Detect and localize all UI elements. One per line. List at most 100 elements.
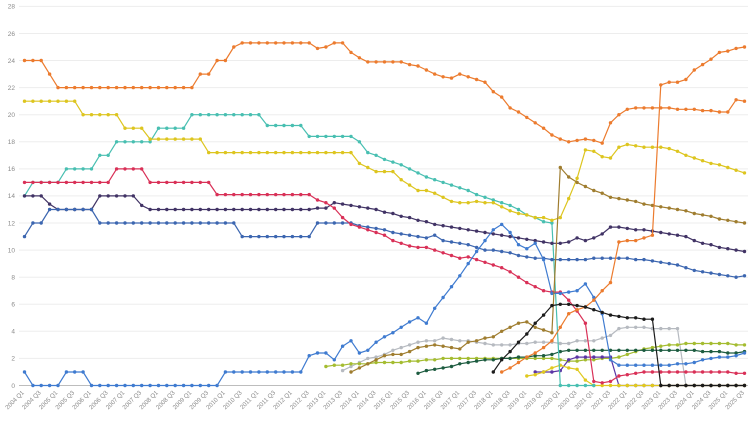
data-point-marker (592, 348, 596, 352)
data-point-marker (592, 149, 596, 153)
data-point-marker (642, 317, 646, 321)
data-point-marker (257, 150, 261, 155)
data-point-marker (583, 321, 588, 325)
data-point-marker (106, 113, 110, 117)
data-point-marker (684, 107, 688, 112)
data-point-marker (181, 85, 186, 90)
data-point-marker (441, 195, 445, 199)
data-point-marker (742, 99, 747, 103)
data-point-marker (625, 316, 629, 320)
data-point-marker (207, 150, 211, 155)
data-point-marker (207, 72, 211, 76)
data-point-marker (575, 138, 579, 143)
data-point-marker (391, 169, 395, 174)
data-point-marker (424, 245, 429, 250)
data-point-marker (357, 56, 362, 60)
data-point-marker (290, 234, 295, 239)
data-point-marker (366, 362, 370, 366)
data-point-marker (232, 45, 236, 49)
data-point-marker (608, 195, 613, 199)
data-point-marker (709, 370, 713, 374)
data-point-marker (717, 341, 722, 346)
data-point-marker (533, 373, 537, 377)
data-point-marker (508, 203, 512, 208)
data-point-marker (382, 228, 387, 232)
data-point-marker (700, 213, 705, 217)
data-point-marker (223, 113, 228, 117)
y-tick-label: 4 (11, 329, 15, 336)
data-point-marker (324, 206, 328, 210)
data-point-marker (466, 360, 470, 365)
data-point-marker (726, 247, 730, 251)
data-point-marker (567, 302, 571, 306)
data-point-marker (634, 238, 638, 243)
data-point-marker (525, 280, 529, 285)
data-point-marker (332, 358, 336, 362)
data-point-marker (600, 155, 604, 159)
data-point-marker (592, 355, 596, 359)
data-point-marker (675, 348, 680, 352)
data-point-marker (39, 221, 43, 225)
data-point-marker (332, 201, 336, 205)
data-point-marker (407, 183, 412, 187)
data-point-marker (407, 320, 412, 324)
data-point-marker (47, 72, 52, 76)
data-point-marker (659, 205, 663, 209)
data-point-marker (625, 238, 629, 243)
data-point-marker (433, 191, 437, 195)
data-point-marker (240, 234, 244, 239)
data-point-marker (541, 313, 546, 317)
data-point-marker (332, 363, 336, 367)
data-point-marker (583, 148, 588, 152)
data-point-marker (324, 364, 328, 369)
data-point-marker (332, 150, 336, 155)
data-point-marker (575, 257, 579, 262)
data-point-marker (340, 363, 345, 367)
data-point-marker (399, 345, 403, 350)
data-point-marker (315, 206, 320, 210)
data-point-marker (726, 274, 730, 278)
data-point-marker (575, 289, 579, 293)
data-point-marker (667, 343, 671, 347)
data-point-marker (675, 362, 680, 366)
data-point-marker (608, 358, 613, 362)
data-point-marker (307, 207, 311, 212)
data-point-marker (592, 138, 596, 143)
data-point-marker (474, 77, 479, 82)
data-point-marker (64, 85, 69, 90)
data-point-marker (583, 358, 588, 362)
data-point-marker (483, 238, 487, 243)
data-point-marker (357, 366, 362, 370)
data-point-marker (525, 247, 529, 251)
data-point-marker (207, 113, 211, 117)
data-point-marker (424, 358, 429, 362)
data-point-marker (717, 370, 722, 374)
y-tick-label: 16 (8, 166, 16, 173)
data-point-marker (332, 221, 336, 225)
data-point-marker (433, 339, 437, 343)
data-point-marker (391, 238, 395, 243)
data-point-marker (47, 180, 52, 185)
data-point-marker (550, 221, 554, 225)
data-point-marker (349, 203, 353, 208)
data-point-marker (366, 348, 370, 352)
data-point-marker (642, 145, 646, 149)
data-point-marker (31, 383, 35, 388)
data-point-marker (449, 364, 454, 369)
data-point-marker (491, 343, 495, 347)
data-point-marker (181, 180, 186, 185)
data-point-marker (742, 343, 747, 347)
data-point-marker (56, 85, 60, 90)
data-point-marker (22, 194, 27, 198)
data-point-marker (407, 62, 412, 67)
data-point-marker (22, 180, 27, 185)
x-tick-label: 2025 Q3 (724, 389, 746, 411)
data-point-marker (324, 134, 328, 139)
data-point-marker (550, 291, 554, 296)
data-point-marker (106, 221, 110, 225)
data-point-marker (567, 175, 571, 179)
data-point-marker (123, 221, 127, 225)
data-point-marker (558, 302, 562, 306)
series-royal-blue (22, 207, 747, 279)
